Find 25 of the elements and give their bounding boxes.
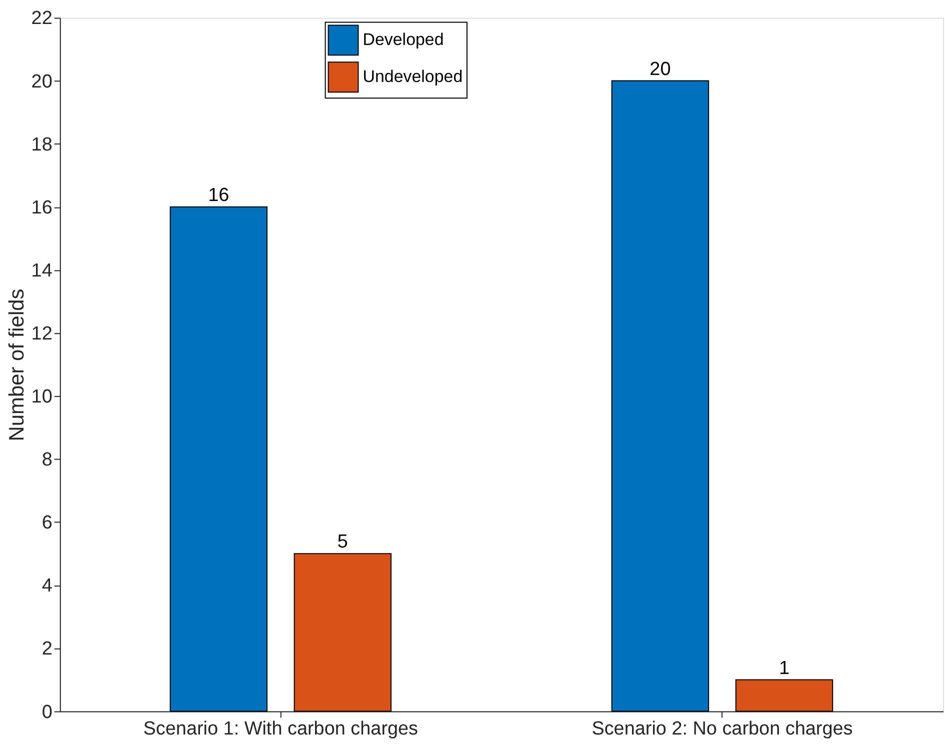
legend-label: Undeveloped (362, 67, 463, 86)
y-axis-title: Number of fields (5, 288, 28, 442)
x-tick-label: Scenario 2: No carbon charges (592, 718, 853, 740)
y-tick-label: 22 (31, 8, 52, 30)
y-tick-label: 10 (31, 386, 52, 408)
y-tick-label: 4 (42, 576, 52, 597)
bar (170, 206, 268, 712)
bar (294, 553, 392, 712)
y-tick-label: 8 (42, 450, 52, 471)
data-label: 1 (778, 658, 790, 679)
legend-label: Developed (362, 30, 444, 50)
bar (611, 80, 710, 712)
y-tick-label: 6 (42, 512, 52, 534)
data-label: 20 (650, 58, 671, 80)
y-tick-label: 12 (31, 323, 52, 344)
bar (735, 679, 834, 712)
y-tick-label: 16 (31, 197, 52, 218)
data-label: 5 (337, 532, 348, 553)
y-tick-label: 18 (31, 134, 52, 156)
y-tick-label: 20 (31, 71, 52, 92)
y-tick-label: 14 (31, 260, 52, 282)
x-tick-label: Scenario 1: With carbon charges (143, 718, 418, 740)
y-tick-label: 0 (42, 702, 52, 723)
y-tick-label: 2 (42, 638, 52, 660)
data-label: 16 (208, 184, 230, 206)
